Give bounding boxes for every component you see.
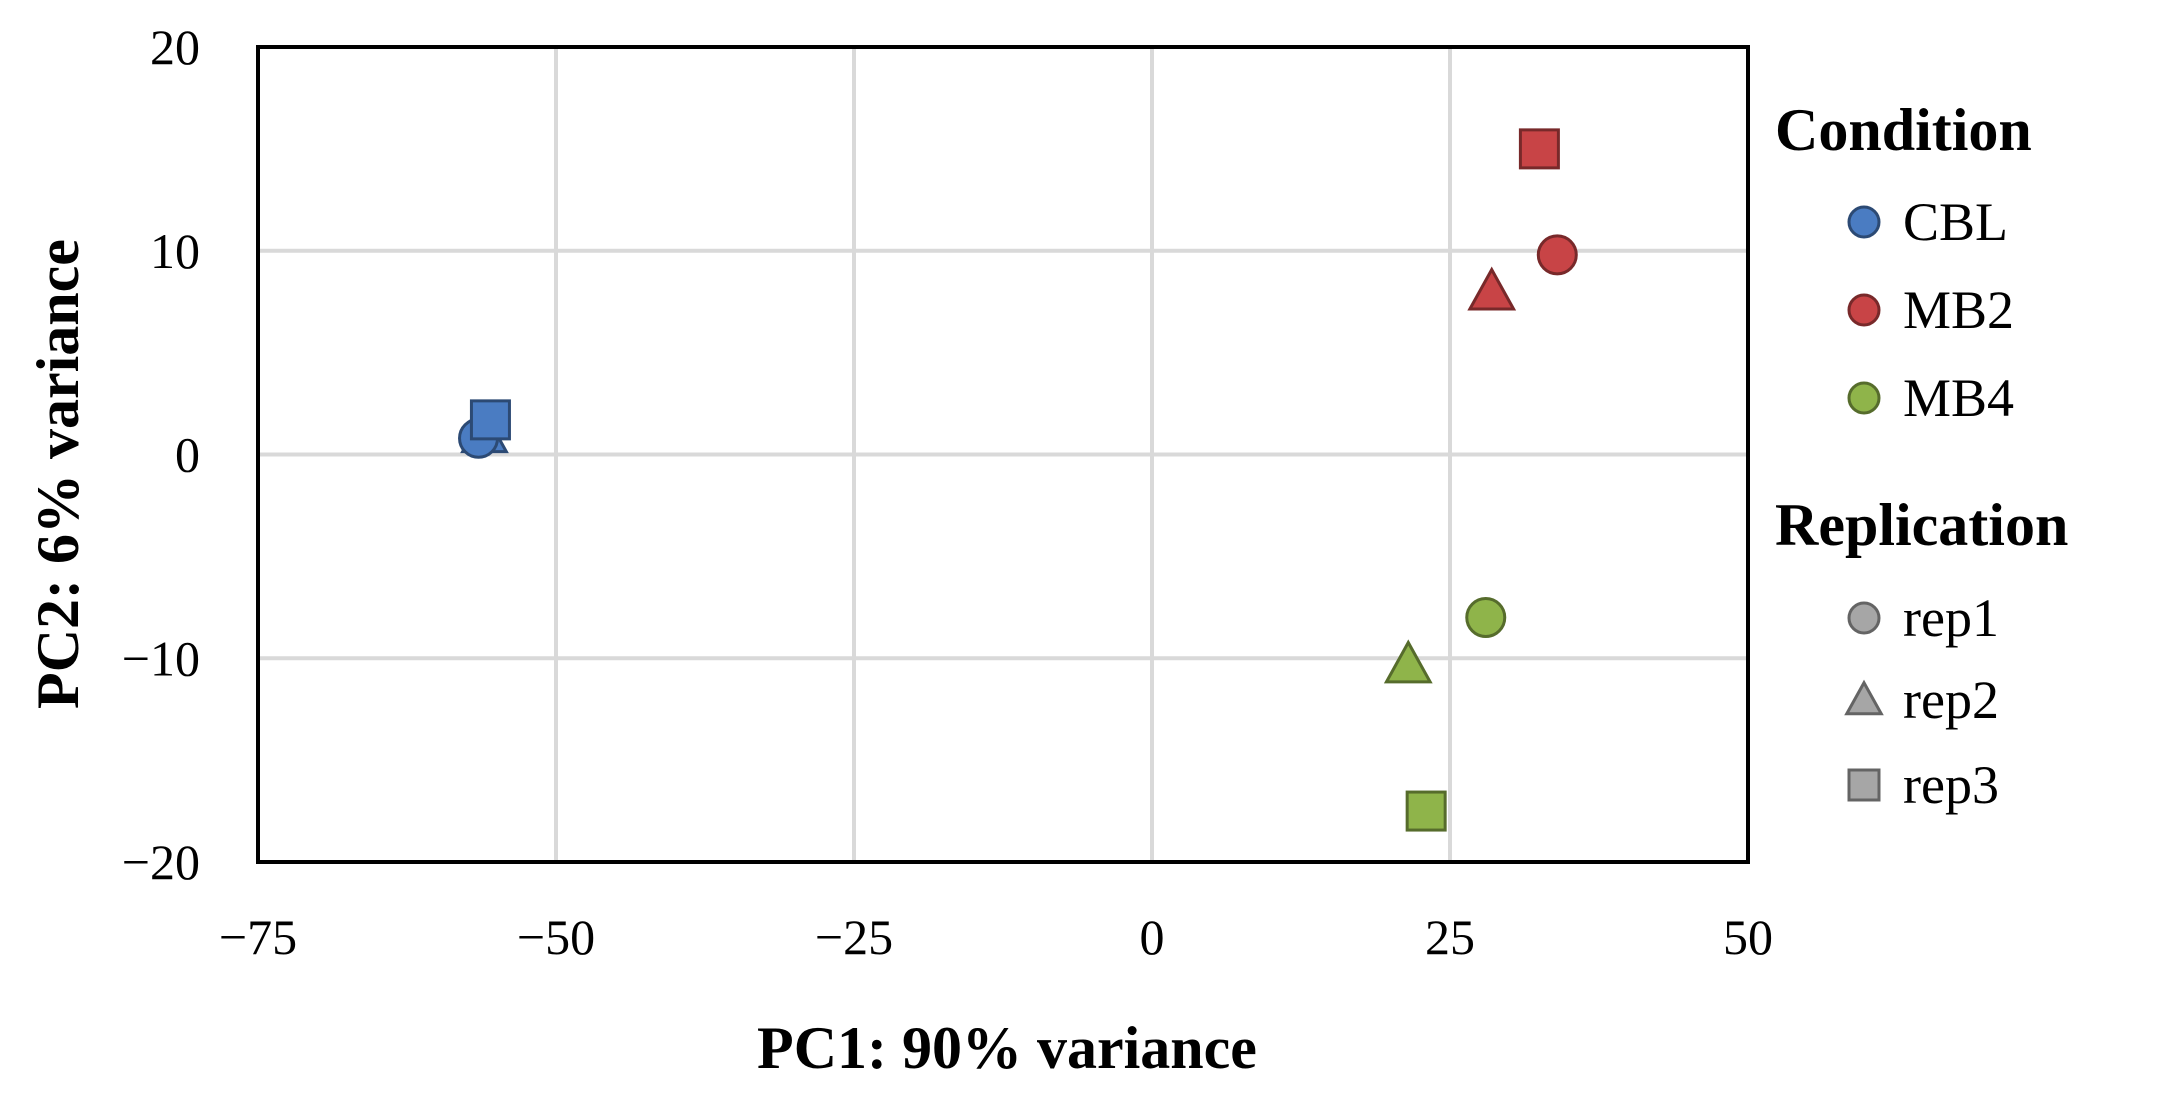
- legend-items: CBL MB2 MB4 rep1 rep2 rep3: [1844, 192, 2014, 815]
- legend: Condition Replication CBL MB2 MB4 rep1 rep2 r…: [1775, 97, 2068, 815]
- x-tick-label: −50: [517, 909, 595, 965]
- legend-label-condition: MB2: [1903, 280, 2014, 340]
- x-tick-label: 50: [1723, 909, 1773, 965]
- y-tick-label: −10: [122, 630, 200, 686]
- legend-condition-title: Condition: [1775, 97, 2032, 163]
- point-mb2-rep3: [1518, 128, 1560, 170]
- legend-label-replication: rep2: [1903, 670, 1999, 730]
- legend-marker-rep2-icon: [1844, 679, 1884, 716]
- point-mb2-rep1: [1536, 234, 1578, 276]
- y-axis-title: PC2: 6% variance: [25, 239, 91, 709]
- y-tick-label: 10: [150, 223, 200, 279]
- y-tick-label: −20: [122, 834, 200, 890]
- point-mb4-rep3: [1405, 790, 1447, 832]
- plot-area-frame: [256, 45, 1750, 864]
- x-tick-label: 25: [1425, 909, 1475, 965]
- point-mb4-rep2: [1383, 639, 1433, 684]
- legend-marker-mb4-icon: [1847, 381, 1881, 415]
- legend-marker-rep1-icon: [1847, 601, 1881, 635]
- point-mb2-rep2: [1467, 266, 1517, 311]
- y-tick-label: 0: [175, 427, 200, 483]
- point-mb4-rep1: [1465, 597, 1507, 638]
- legend-marker-cbl-icon: [1847, 205, 1881, 239]
- legend-marker-mb2-icon: [1847, 293, 1881, 327]
- legend-marker-rep3-icon: [1847, 768, 1881, 802]
- x-axis-title: PC1: 90% variance: [757, 1015, 1257, 1081]
- tick-labels: −75 −50 −25 0 25 50 −20 −10 0 10 20: [122, 19, 1773, 965]
- y-tick-label: 20: [150, 19, 200, 75]
- data-points: [458, 128, 1578, 832]
- legend-label-replication: rep1: [1903, 588, 1999, 648]
- x-tick-label: −25: [815, 909, 893, 965]
- point-cbl-rep3: [469, 399, 511, 441]
- legend-replication-title: Replication: [1775, 492, 2068, 558]
- legend-label-condition: MB4: [1903, 368, 2014, 428]
- legend-label-condition: CBL: [1903, 192, 2008, 252]
- x-tick-label: −75: [219, 909, 297, 965]
- x-tick-label: 0: [1140, 909, 1165, 965]
- legend-label-replication: rep3: [1903, 755, 1999, 815]
